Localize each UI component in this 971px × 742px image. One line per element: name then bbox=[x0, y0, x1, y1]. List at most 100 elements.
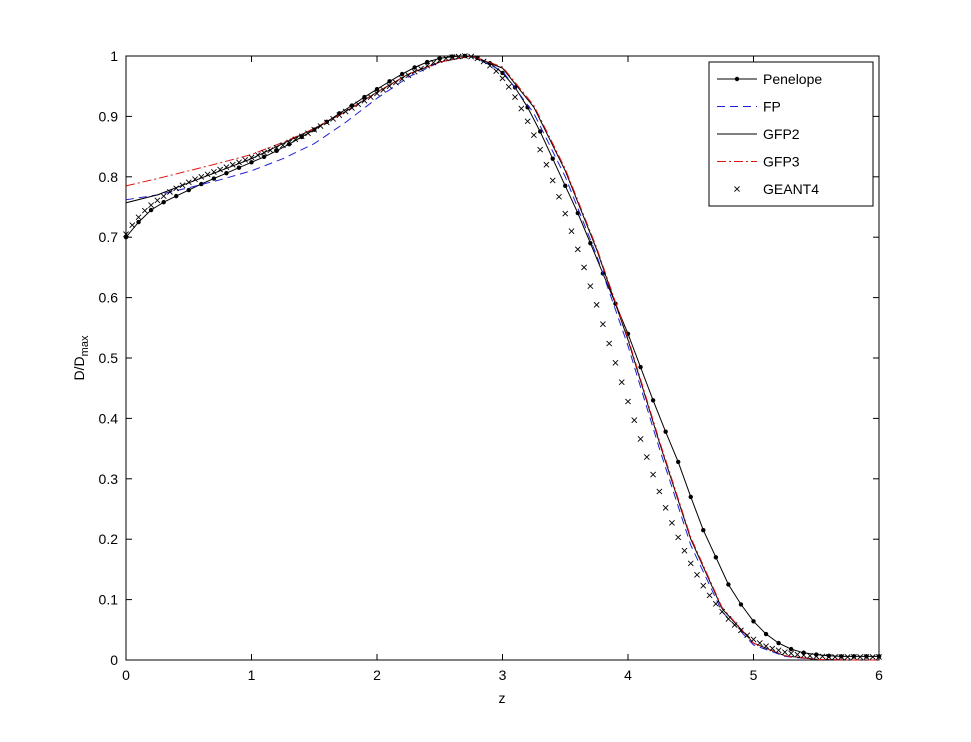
data-point bbox=[788, 650, 795, 657]
data-point bbox=[588, 241, 593, 246]
data-point bbox=[537, 129, 543, 134]
data-point bbox=[480, 58, 487, 65]
data-point bbox=[756, 640, 763, 647]
y-tick-label: 0.3 bbox=[99, 471, 119, 487]
data-point bbox=[826, 653, 831, 658]
data-point bbox=[323, 119, 330, 126]
data-point bbox=[229, 161, 236, 168]
data-point bbox=[537, 146, 544, 153]
legend-entry-gfp2: GFP2 bbox=[717, 126, 800, 142]
data-point bbox=[279, 142, 286, 149]
data-point bbox=[425, 59, 430, 65]
data-point bbox=[129, 222, 136, 229]
data-point bbox=[581, 264, 587, 271]
data-point bbox=[563, 183, 568, 189]
data-point bbox=[612, 359, 619, 366]
data-point bbox=[706, 592, 713, 599]
data-point bbox=[518, 105, 525, 112]
data-point bbox=[436, 57, 443, 64]
series-penelope bbox=[123, 53, 882, 659]
data-point bbox=[161, 199, 166, 205]
data-point bbox=[568, 228, 575, 235]
legend-marker bbox=[734, 76, 740, 82]
series-line bbox=[125, 55, 879, 661]
data-point bbox=[530, 132, 537, 139]
data-point bbox=[317, 123, 324, 129]
y-tick-label: 0.1 bbox=[99, 592, 119, 608]
data-point bbox=[418, 65, 424, 72]
data-point bbox=[694, 571, 700, 578]
data-point bbox=[185, 179, 192, 186]
data-point bbox=[631, 417, 638, 424]
data-point bbox=[832, 654, 838, 660]
data-point bbox=[599, 321, 606, 328]
data-point bbox=[825, 654, 832, 660]
data-point bbox=[574, 246, 581, 253]
data-point bbox=[336, 112, 343, 119]
data-point bbox=[148, 202, 155, 209]
data-point bbox=[362, 94, 367, 100]
data-point bbox=[305, 130, 311, 137]
legend-label: GFP2 bbox=[763, 126, 800, 142]
data-point bbox=[387, 79, 392, 84]
data-point bbox=[355, 101, 362, 108]
y-tick-label: 1 bbox=[110, 48, 118, 64]
x-tick-label: 0 bbox=[122, 667, 130, 683]
data-point bbox=[493, 68, 500, 75]
data-point bbox=[625, 398, 631, 405]
data-point bbox=[361, 97, 368, 104]
data-point bbox=[261, 149, 267, 156]
y-tick-label: 0.6 bbox=[99, 290, 119, 306]
data-point bbox=[174, 193, 179, 199]
data-point bbox=[330, 115, 336, 122]
data-point bbox=[650, 471, 657, 478]
data-point bbox=[857, 654, 864, 660]
data-point bbox=[405, 72, 412, 79]
y-tick-label: 0.7 bbox=[99, 229, 119, 245]
data-point bbox=[700, 582, 707, 589]
data-point bbox=[593, 301, 600, 308]
data-point bbox=[587, 283, 594, 290]
data-point bbox=[800, 652, 807, 659]
data-point bbox=[713, 555, 719, 560]
data-point bbox=[412, 65, 417, 70]
data-point bbox=[199, 181, 204, 187]
series-gfp3 bbox=[125, 55, 879, 661]
data-point bbox=[844, 654, 851, 660]
data-point bbox=[638, 364, 643, 370]
data-point bbox=[211, 176, 217, 181]
legend: Penelope FP GFP2 GFP3 GEANT4 bbox=[708, 61, 874, 207]
data-point bbox=[292, 136, 299, 143]
data-point bbox=[135, 214, 142, 221]
data-point bbox=[160, 193, 167, 200]
legend-entry-gfp3: GFP3 bbox=[717, 154, 800, 170]
x-tick-label: 3 bbox=[499, 667, 507, 683]
data-point bbox=[775, 647, 782, 654]
data-point bbox=[876, 654, 882, 660]
data-point bbox=[731, 622, 738, 628]
data-point bbox=[663, 429, 668, 434]
data-point bbox=[744, 632, 751, 639]
data-point bbox=[154, 197, 161, 204]
y-tick-label: 0.2 bbox=[99, 531, 119, 547]
y-tick-label: 0.9 bbox=[99, 108, 119, 124]
data-point bbox=[543, 161, 550, 168]
data-point bbox=[726, 582, 731, 587]
data-point bbox=[399, 71, 405, 77]
data-point bbox=[794, 651, 801, 658]
data-point bbox=[224, 170, 229, 176]
data-point bbox=[249, 160, 254, 165]
data-point bbox=[254, 152, 261, 158]
data-point bbox=[869, 654, 876, 660]
data-point bbox=[424, 62, 431, 69]
data-point bbox=[411, 68, 418, 75]
series-layer bbox=[123, 53, 882, 661]
data-point bbox=[688, 494, 693, 500]
data-point bbox=[123, 235, 129, 240]
data-point bbox=[236, 159, 242, 166]
x-axis-label: z bbox=[499, 690, 506, 706]
y-tick-label: 0.4 bbox=[99, 410, 119, 426]
x-tick-label: 4 bbox=[624, 667, 632, 683]
data-point bbox=[443, 55, 449, 62]
y-axis-label: D/Dmax bbox=[71, 335, 91, 380]
